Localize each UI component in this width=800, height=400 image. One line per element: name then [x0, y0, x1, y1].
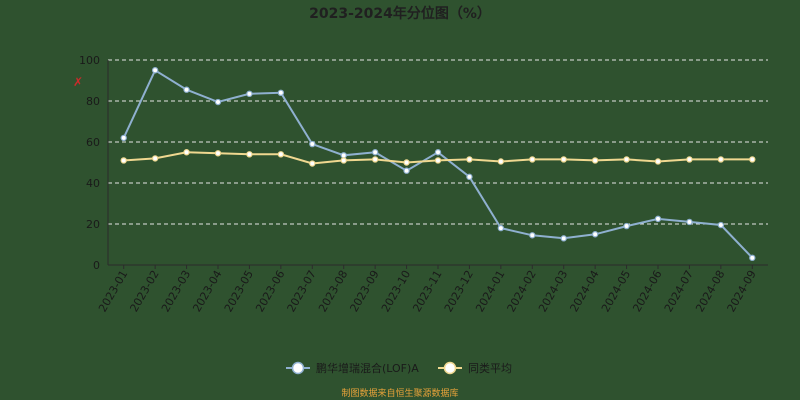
x-tick-label: 2023-04 [190, 268, 224, 314]
x-tick-label: 2023-10 [379, 268, 413, 314]
data-point [623, 222, 630, 230]
data-point [371, 149, 379, 156]
data-point [340, 157, 347, 164]
data-point [749, 156, 756, 163]
legend-label-1: 鹏华增瑞混合(LOF)A [316, 361, 419, 375]
data-point [466, 173, 473, 181]
data-point [403, 167, 410, 174]
data-point [466, 156, 473, 163]
chart-title: 2023-2024年分位图（%） [309, 5, 491, 22]
x-tick-label: 2023-06 [253, 268, 287, 314]
y-axis-marker: ✗ [73, 75, 83, 89]
data-point [214, 98, 222, 106]
x-tick-label: 2023-07 [285, 268, 319, 314]
data-point [151, 67, 159, 74]
watermark-text: 制图数据来自恒生聚源数据库 [341, 387, 458, 399]
x-tick-label: 2023-11 [410, 268, 444, 314]
data-point [497, 158, 505, 165]
data-point [183, 86, 190, 93]
data-point [309, 140, 316, 148]
data-point [717, 156, 725, 163]
data-point [529, 232, 536, 239]
x-tick-label: 2024-04 [567, 268, 601, 314]
data-point [371, 156, 379, 163]
data-point [434, 157, 442, 164]
data-point [340, 152, 347, 159]
data-point [591, 231, 599, 238]
data-point [591, 157, 599, 164]
data-point [434, 149, 442, 156]
legend: 鹏华增瑞混合(LOF)A 同类平均 [286, 361, 512, 375]
x-tick-label: 2023-08 [316, 268, 350, 314]
legend-swatch-marker [291, 361, 305, 375]
x-tick-label: 2023-12 [442, 268, 476, 314]
data-point [623, 156, 630, 163]
data-point [717, 221, 725, 229]
x-tick-label: 2024-03 [536, 268, 570, 314]
data-point [183, 149, 190, 156]
data-point [151, 155, 159, 162]
data-point [403, 159, 410, 166]
x-tick-label: 2023-01 [96, 268, 130, 314]
x-tick-label: 2024-05 [599, 268, 633, 314]
legend-label-2: 同类平均 [468, 361, 512, 375]
x-tick-label: 2023-02 [127, 268, 161, 314]
grid-lines [108, 59, 768, 225]
x-tick-label: 2024-08 [693, 268, 727, 314]
y-tick-label: 20 [86, 218, 100, 231]
data-point [309, 160, 316, 167]
y-tick-label: 40 [86, 177, 100, 190]
data-point [529, 156, 536, 163]
x-tick-label: 2024-07 [662, 268, 696, 314]
data-point [497, 224, 505, 232]
axes: 0 20 40 60 80 100 2023-012023-022023-032023-04… [79, 54, 768, 314]
data-point [120, 157, 127, 164]
data-point [560, 235, 567, 242]
x-tick-label: 2023-09 [347, 268, 381, 314]
x-tick-label: 2024-09 [725, 268, 759, 314]
x-tick-label: 2023-03 [159, 268, 193, 314]
data-point [246, 151, 253, 158]
x-tick-label: 2024-01 [473, 268, 507, 314]
y-tick-label: 80 [86, 95, 100, 108]
data-point [686, 218, 693, 226]
data-point [749, 254, 756, 262]
data-point [654, 215, 662, 223]
data-point [686, 156, 693, 163]
y-tick-label: 100 [79, 54, 100, 67]
y-tick-label: 0 [93, 259, 100, 272]
data-point [560, 156, 567, 163]
data-point [277, 151, 285, 158]
x-tick-label: 2024-06 [630, 268, 664, 314]
data-point [120, 134, 127, 142]
data-point [654, 158, 662, 165]
x-tick-label: 2023-05 [222, 268, 256, 314]
series-lines [120, 67, 756, 262]
data-point [277, 89, 285, 97]
data-point [214, 150, 222, 157]
legend-swatch-marker [443, 361, 457, 375]
data-point [246, 90, 253, 98]
x-tick-label: 2024-02 [505, 268, 539, 314]
y-tick-label: 60 [86, 136, 100, 149]
